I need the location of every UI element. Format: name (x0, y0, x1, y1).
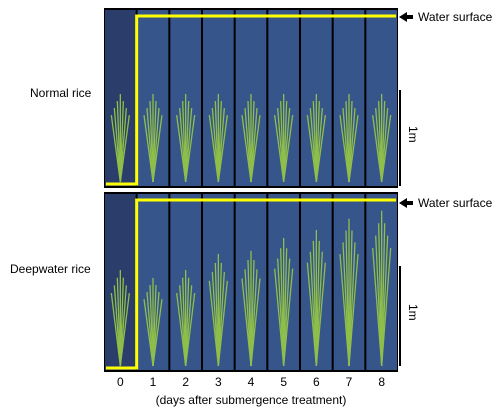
tank-row-deepwater (105, 194, 397, 370)
water-surface-label-normal: Water surface (418, 10, 493, 24)
deepwater-plant-5 (274, 238, 294, 367)
day-label-0: 0 (116, 375, 124, 389)
scale-bar-deepwater (399, 266, 401, 366)
deepwater-plant-1 (143, 278, 163, 367)
day-label-7: 7 (345, 375, 353, 389)
normal-plant-6 (306, 94, 326, 183)
scale-bar-normal (399, 90, 401, 186)
day-label-1: 1 (149, 375, 157, 389)
row-label-deepwater: Deepwater rice (10, 262, 91, 276)
day-label-6: 6 (312, 375, 320, 389)
tank-row-normal (105, 10, 397, 186)
deepwater-plant-3 (208, 254, 228, 367)
water-surface-label-deepwater: Water surface (418, 196, 493, 210)
normal-plant-8 (372, 94, 392, 183)
day-label-8: 8 (378, 375, 385, 389)
normal-plant-1 (143, 94, 163, 183)
deepwater-water-outline (106, 198, 396, 370)
day-label-4: 4 (247, 375, 255, 389)
row-label-normal: Normal rice (30, 86, 92, 100)
normal-plant-5 (274, 94, 294, 183)
deepwater-plant-2 (176, 270, 196, 367)
scale-label-deepwater: 1m (406, 304, 420, 321)
photo-normal-rice (104, 8, 398, 188)
x-axis-caption: (days after submergence treatment) (155, 393, 347, 407)
normal-plant-0 (110, 94, 130, 183)
day-label-3: 3 (214, 375, 222, 389)
day-label-2: 2 (182, 375, 189, 389)
normal-plant-3 (208, 94, 228, 183)
photo-deepwater-rice (104, 192, 398, 372)
deepwater-plant-6 (306, 230, 326, 367)
deepwater-plant-4 (241, 250, 261, 367)
normal-plant-7 (339, 94, 359, 183)
water-arrow-icon (399, 10, 413, 22)
scale-label-normal: 1m (406, 126, 420, 143)
normal-plant-2 (176, 94, 196, 183)
normal-water-outline (106, 14, 396, 186)
water-arrow-icon (399, 196, 413, 208)
deepwater-plant-7 (339, 218, 359, 367)
deepwater-plant-8 (372, 210, 392, 367)
normal-plant-4 (241, 94, 261, 183)
day-label-5: 5 (280, 375, 287, 389)
deepwater-plant-0 (110, 270, 130, 367)
